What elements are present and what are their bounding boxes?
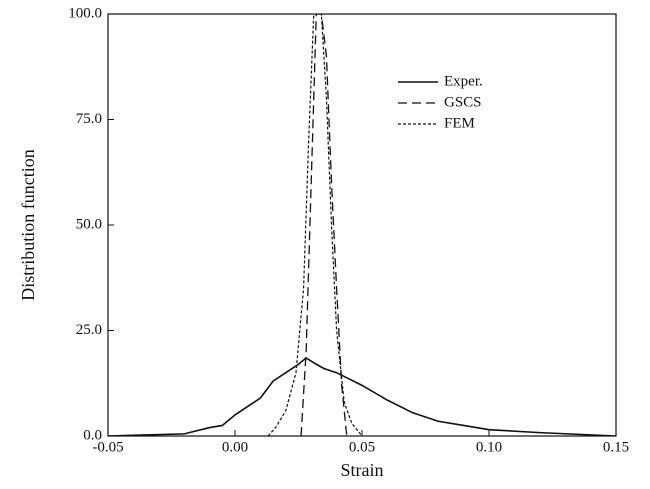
x-tick-label: 0.00	[222, 439, 248, 455]
x-tick-label: 0.15	[603, 439, 629, 455]
legend-label: Exper.	[444, 73, 483, 89]
series-line	[267, 14, 363, 436]
series-line	[108, 356, 616, 436]
x-axis-title: Strain	[341, 460, 384, 480]
series-line	[300, 14, 348, 436]
legend-label: GSCS	[444, 94, 482, 110]
y-axis-title: Distribution function	[18, 149, 38, 301]
x-tick-label: -0.05	[92, 439, 123, 455]
y-tick-label: 100.0	[68, 5, 102, 21]
y-tick-label: 75.0	[76, 111, 102, 127]
y-tick-label: 50.0	[76, 216, 102, 232]
legend-label: FEM	[444, 115, 475, 131]
plot-frame	[107, 13, 617, 437]
y-tick-label: 25.0	[76, 322, 102, 338]
x-tick-label: 0.10	[476, 439, 502, 455]
y-tick-label: 0.0	[83, 427, 102, 443]
x-tick-label: 0.05	[349, 439, 375, 455]
